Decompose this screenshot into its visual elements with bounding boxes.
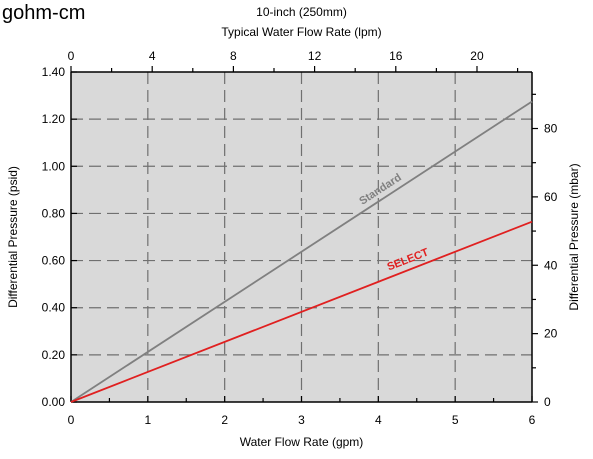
x2-tick-label: 20 [470,49,484,63]
corner-text: gohm-cm [2,2,86,24]
x2-tick-label: 0 [68,49,75,63]
y2-tick-label: 60 [544,190,558,204]
y-tick-label: 0.40 [42,301,66,315]
x-tick-label: 3 [298,413,305,427]
y-tick-label: 0.20 [42,348,66,362]
x2-axis-label: Typical Water Flow Rate (lpm) [221,25,381,39]
y2-axis-label: Differential Pressure (mbar) [567,163,581,310]
y2-tick-label: 20 [544,327,558,341]
y-tick-label: 1.00 [42,159,66,173]
x2-tick-label: 8 [230,49,237,63]
y2-tick-label: 80 [544,122,558,136]
chart-title: 10-inch (250mm) [256,5,347,19]
x2-tick-label: 12 [308,49,322,63]
x2-tick-label: 4 [149,49,156,63]
y-tick-label: 1.20 [42,112,66,126]
x2-tick-label: 16 [389,49,403,63]
x-axis-label: Water Flow Rate (gpm) [240,435,364,449]
y-tick-label: 1.40 [42,65,66,79]
y2-tick-label: 40 [544,258,558,272]
y-tick-label: 0.60 [42,254,66,268]
y-tick-label: 0.80 [42,206,66,220]
y-axis-label: Differential Pressure (psid) [6,166,20,308]
y2-tick-label: 0 [544,395,551,409]
series-line-select [70,220,533,403]
x-tick-label: 1 [144,413,151,427]
x-tick-label: 5 [452,413,459,427]
x-tick-label: 4 [375,413,382,427]
y-tick-label: 0.00 [42,395,66,409]
x-tick-label: 2 [221,413,228,427]
x-tick-label: 0 [68,413,75,427]
x-tick-label: 6 [529,413,536,427]
series-line-standard [70,100,533,403]
